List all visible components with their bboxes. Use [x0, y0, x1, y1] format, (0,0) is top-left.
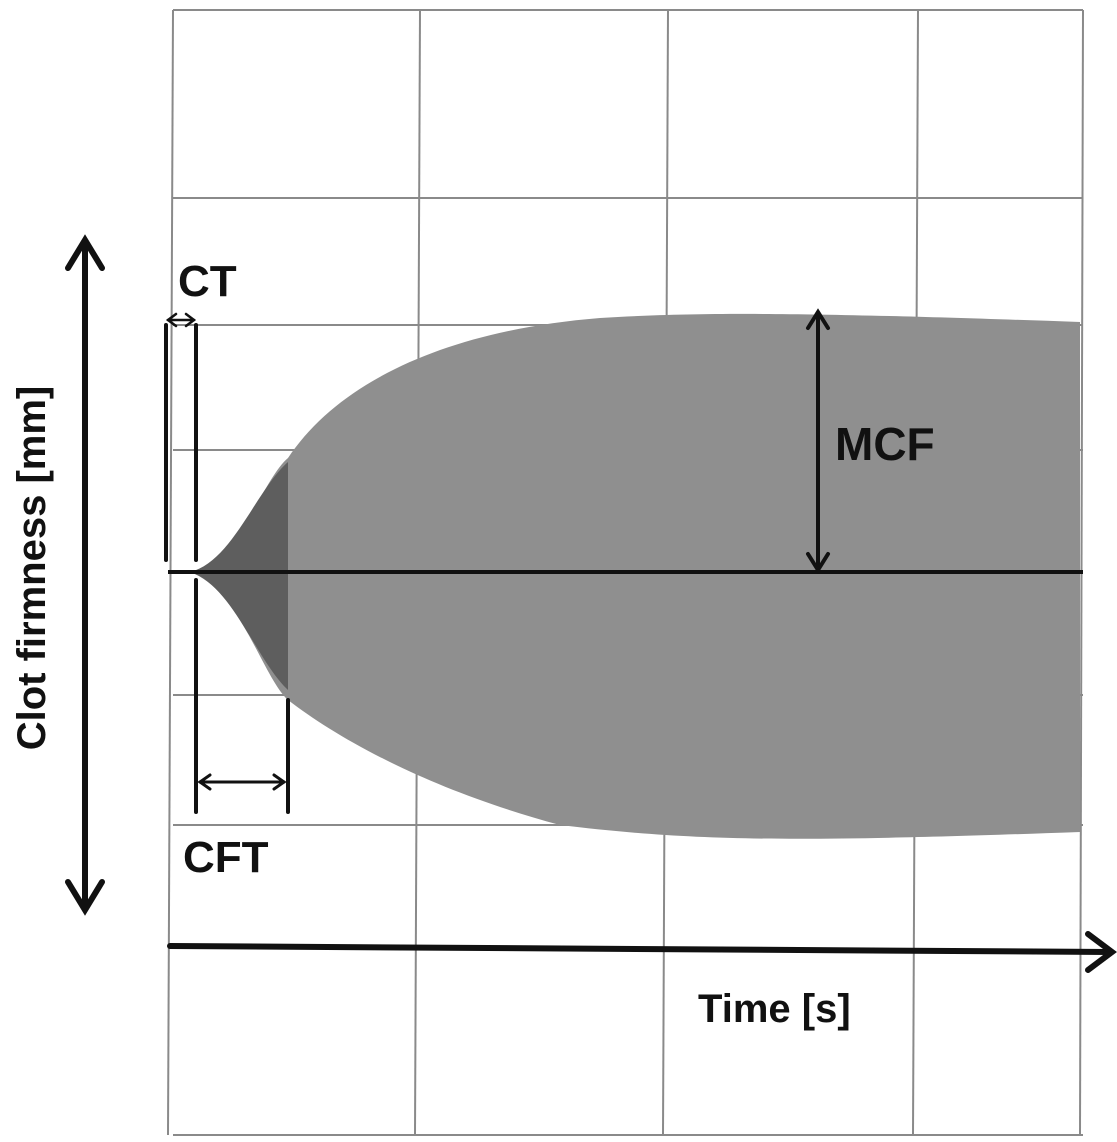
cft-marker — [194, 578, 290, 814]
mcf-marker — [806, 308, 830, 574]
y-axis-label: Clot firmness [mm] — [10, 386, 54, 751]
x-axis-label: Time [s] — [698, 987, 851, 1031]
clot-trace-early-phase — [190, 462, 288, 690]
ct-label: CT — [178, 257, 237, 306]
clot-trace-body — [190, 313, 1080, 839]
cft-label: CFT — [183, 833, 269, 882]
ct-marker — [164, 312, 198, 562]
y-axis-arrow — [65, 234, 105, 916]
x-axis-arrow — [167, 931, 1117, 973]
mcf-label: MCF — [835, 418, 935, 470]
